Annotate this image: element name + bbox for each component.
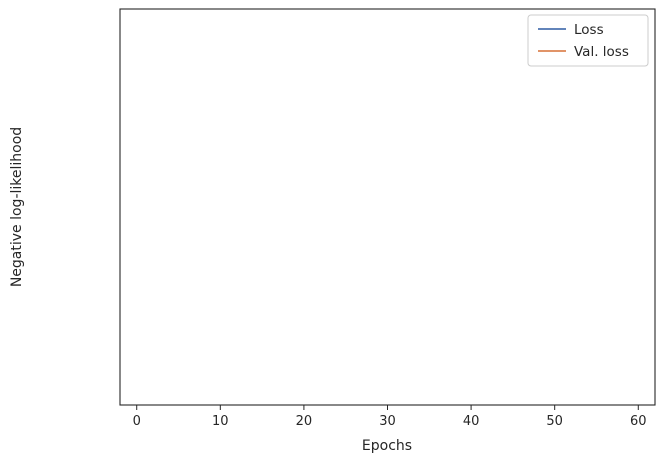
x-tick-label-4: 40 [463,414,480,429]
x-tick-label-5: 50 [546,414,563,429]
x-axis: 0 10 20 30 40 50 60 [133,405,647,429]
x-tick-label-1: 10 [212,414,229,429]
x-axis-label: Epochs [362,438,412,454]
x-tick-label-2: 20 [296,414,313,429]
legend-box [527,14,649,67]
x-tick-label-0: 0 [133,414,141,429]
legend-label-val-loss: Val. loss [574,44,629,60]
x-tick-label-6: 60 [630,414,647,429]
plot-area-frame [119,8,656,406]
y-axis-label: Negative log-likelihood [9,127,25,287]
x-tick-label-3: 30 [379,414,396,429]
legend-label-loss: Loss [574,22,604,38]
legend: Loss Val. loss [527,14,649,67]
